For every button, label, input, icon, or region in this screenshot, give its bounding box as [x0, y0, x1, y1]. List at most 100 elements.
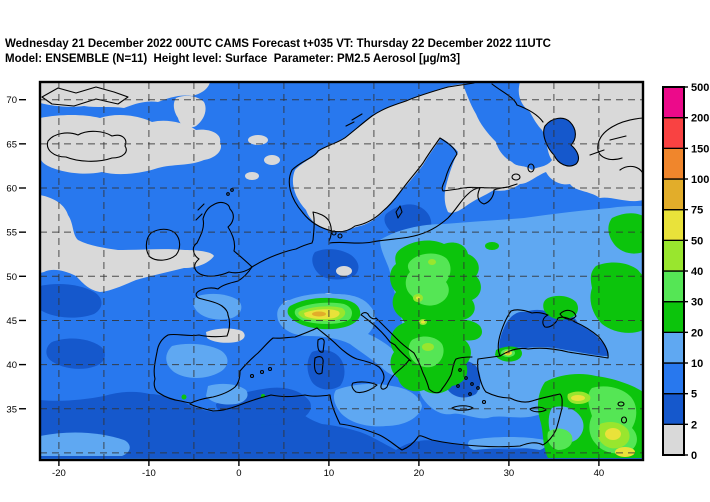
coast-balearic-3	[267, 366, 273, 372]
coast-aegean-island-2	[464, 376, 468, 380]
colorbar-label-2: 2	[691, 419, 697, 431]
coastlines	[41, 82, 643, 451]
lon-tick-label--10: -10	[142, 468, 156, 479]
coast-shetland-2	[230, 188, 234, 192]
coast-scandinavia-south	[302, 137, 518, 233]
coast-lake-urmia	[620, 416, 628, 424]
lon-tick-label-20: 20	[414, 468, 425, 479]
lat-lon-gridlines	[40, 82, 643, 460]
colorbar-label-500: 500	[691, 82, 709, 94]
coast-crete	[451, 405, 474, 411]
coast-aegean-island-5	[476, 386, 480, 390]
colorbar-label-50: 50	[691, 235, 703, 247]
field-eastedge-green-2	[590, 262, 643, 333]
coast-shetland-1	[226, 192, 230, 196]
coast-lake-onega	[527, 163, 535, 173]
field-gray-blob-nw	[173, 95, 206, 128]
colorbar-label-200: 200	[691, 113, 709, 125]
forecast-title-line2: Model: ENSEMBLE (N=11) Height level: Sur…	[5, 52, 461, 65]
lon-tick-label-30: 30	[504, 468, 515, 479]
coast-ireland	[145, 228, 181, 261]
field-whitesea-dark	[543, 118, 579, 166]
colorbar-segment-50-75	[662, 209, 685, 241]
field-sw-corner-lightblue	[40, 432, 130, 456]
field-yg-spot-balkans	[422, 343, 434, 351]
lat-tick-label-35: 35	[6, 404, 17, 415]
longitude-axis: -20 -10 0 10 20 30 40	[52, 460, 604, 479]
field-barents-blue	[462, 82, 552, 170]
field-yg-spot-poland-1	[428, 259, 436, 265]
field-nwblacksea-green	[450, 319, 482, 341]
colorbar-segment-0-2	[662, 423, 685, 456]
field-arctic-gray-west	[40, 82, 210, 108]
field-pannonia-yellow-dot	[421, 320, 425, 324]
coast-balearic-2	[259, 369, 265, 375]
colorbar-label-75: 75	[691, 205, 703, 217]
lat-tick-label-40: 40	[6, 360, 17, 371]
lat-tick-label-70: 70	[6, 95, 17, 106]
coast-kanin	[589, 117, 643, 173]
colorbar-label-30: 30	[691, 297, 703, 309]
colorbar-label-5: 5	[691, 389, 697, 401]
forecast-title-line1: Wednesday 21 December 2022 00UTC CAMS Fo…	[5, 38, 551, 50]
colorbar-segment-30-40	[662, 270, 685, 303]
coast-aegean-island-6	[468, 392, 472, 396]
field-atlantic-dark-1	[40, 284, 102, 318]
colorbar-segment-100-150	[662, 147, 685, 180]
colorbar-segment-200-500	[662, 86, 685, 119]
coast-rhodes	[481, 399, 487, 405]
colorbar-segment-5-10	[662, 362, 685, 395]
lat-tick-label-45: 45	[6, 316, 17, 327]
field-germany-gray	[336, 266, 352, 276]
field-tyrrhenian-dark	[307, 350, 345, 390]
colorbar-label-10: 10	[691, 358, 703, 370]
colorbar-label-100: 100	[691, 174, 709, 186]
coast-aegean-island-4	[456, 384, 460, 388]
field-green-dot-sspain	[181, 394, 187, 400]
coast-lake-ladoga	[511, 173, 521, 181]
coast-sardinia	[313, 356, 324, 375]
coast-balearic-1	[249, 373, 255, 379]
coast-marmara-istanbul	[477, 355, 501, 360]
field-levant-yellow	[571, 395, 585, 401]
colorbar-segment-20-30	[662, 301, 685, 333]
lon-tick-label-10: 10	[324, 468, 335, 479]
coast-france-iberia	[153, 266, 318, 404]
field-nspain-gray	[206, 328, 245, 343]
field-blacksea-dark	[499, 309, 609, 356]
coast-lowcountries	[251, 239, 314, 268]
coast-britain	[192, 201, 253, 277]
pm25-field-layers	[40, 82, 643, 460]
coast-lofoten	[345, 113, 363, 127]
colorbar-segment-150-200	[662, 117, 685, 149]
field-eastedge-green-1	[608, 213, 643, 254]
coast-denmark-island-2	[337, 233, 343, 239]
coast-baltic-south	[329, 186, 509, 244]
coast-norway-west	[288, 82, 475, 214]
coast-sicily	[351, 381, 378, 394]
coast-hebrides	[195, 203, 205, 221]
field-po-orange-core	[312, 311, 326, 317]
field-south-band-dark	[40, 391, 560, 458]
coast-gotland	[395, 205, 403, 219]
coast-lake-van	[617, 401, 625, 407]
colorbar-label-0: 0	[691, 450, 697, 462]
field-spain-lightblue-2	[206, 383, 248, 405]
coast-aegean-island-3	[470, 382, 474, 386]
coast-iceland	[46, 130, 127, 162]
lat-tick-label-55: 55	[6, 228, 17, 239]
lat-tick-label-50: 50	[6, 272, 17, 283]
title-block: Wednesday 21 December 2022 00UTC CAMS Fo…	[5, 37, 551, 66]
coast-italy	[316, 312, 412, 390]
coast-whitesea	[543, 117, 580, 167]
coast-aegean-island-1	[458, 368, 462, 372]
field-iceland-gray	[40, 115, 221, 175]
lat-tick-label-65: 65	[6, 139, 17, 150]
field-mideast-yellow-2	[615, 447, 635, 457]
colorbar-segment-2-5	[662, 393, 685, 425]
field-mideast-yellow-1	[605, 428, 621, 440]
lon-tick-label-0: 0	[236, 468, 241, 479]
lon-tick-label--20: -20	[52, 468, 66, 479]
